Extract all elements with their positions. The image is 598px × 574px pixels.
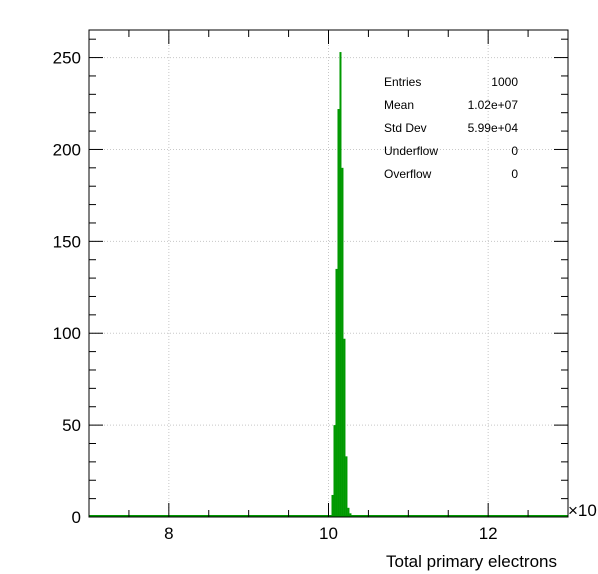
y-tick-label: 150 [53,232,81,251]
x-tick-label: 10 [319,524,338,543]
x-axis-multiplier: ×10 [568,501,597,520]
histogram-bar [341,167,344,517]
x-axis-title: Total primary electrons [386,552,557,571]
grid [89,30,568,517]
stats-label: Mean [384,98,414,112]
histogram-bar [347,507,350,517]
stats-value: 0 [511,167,518,181]
stats-label: Std Dev [384,121,427,135]
axis-ticks [88,30,569,518]
tick-labels: 8 10 12 0 50 100 150 200 250 [53,49,498,543]
stats-value: 5.99e+04 [468,121,519,135]
x-tick-label: 12 [479,524,498,543]
histogram-bar [345,456,348,517]
stats-value: 1000 [491,75,518,89]
histogram-bar [343,338,346,517]
stats-label: Overflow [384,167,432,181]
stats-value: 1.02e+07 [468,98,519,112]
histogram-bar [333,425,336,517]
stats-label: Entries [384,75,421,89]
histogram-bar [349,513,352,517]
y-tick-label: 0 [72,508,81,527]
histogram-bar [337,109,340,517]
y-tick-label: 250 [53,49,81,68]
histogram-bar [339,52,342,518]
stats-value: 0 [511,144,518,158]
stats-box: Entries 1000 Mean 1.02e+07 Std Dev 5.99e+04 Un… [384,75,518,181]
stats-label: Underflow [384,144,438,158]
y-tick-label: 100 [53,324,81,343]
x-tick-label: 8 [164,524,173,543]
histogram-bar [331,494,334,517]
y-tick-label: 200 [53,140,81,159]
y-tick-label: 50 [62,416,81,435]
histogram-bar [335,268,338,517]
